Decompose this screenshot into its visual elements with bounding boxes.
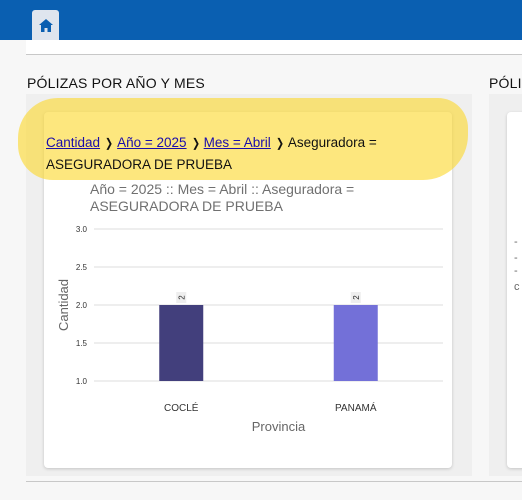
second-chart-card [507,112,522,468]
subheader-strip [26,40,522,55]
yellow-highlight-mark [18,98,468,180]
chevron-right-icon: ❯ [275,136,284,150]
clipped-text: - [514,236,518,248]
breadcrumb-current: Aseguradora = ASEGURADORA DE PRUEBA [46,135,377,172]
home-icon [38,18,53,32]
breadcrumb-link-ano[interactable]: Año = 2025 [117,135,187,150]
breadcrumb-link-cantidad[interactable]: Cantidad [46,135,101,150]
home-button[interactable] [32,10,59,40]
breadcrumb: Cantidad ❯ Año = 2025 ❯ Mes = Abril ❯ Asegurad… [46,132,458,175]
chevron-right-icon: ❯ [191,136,200,150]
clipped-text: - [514,265,518,277]
divider [26,481,522,482]
section-title-polizas-ano-mes: PÓLIZAS POR AÑO Y MES [27,75,205,91]
section-title-clipped: PÓLIZ [489,75,522,91]
chevron-right-icon: ❯ [105,136,114,150]
clipped-text: - [514,252,518,264]
clipped-text: c [514,281,520,293]
breadcrumb-link-mes[interactable]: Mes = Abril [203,135,271,150]
top-navigation-bar [0,0,522,40]
